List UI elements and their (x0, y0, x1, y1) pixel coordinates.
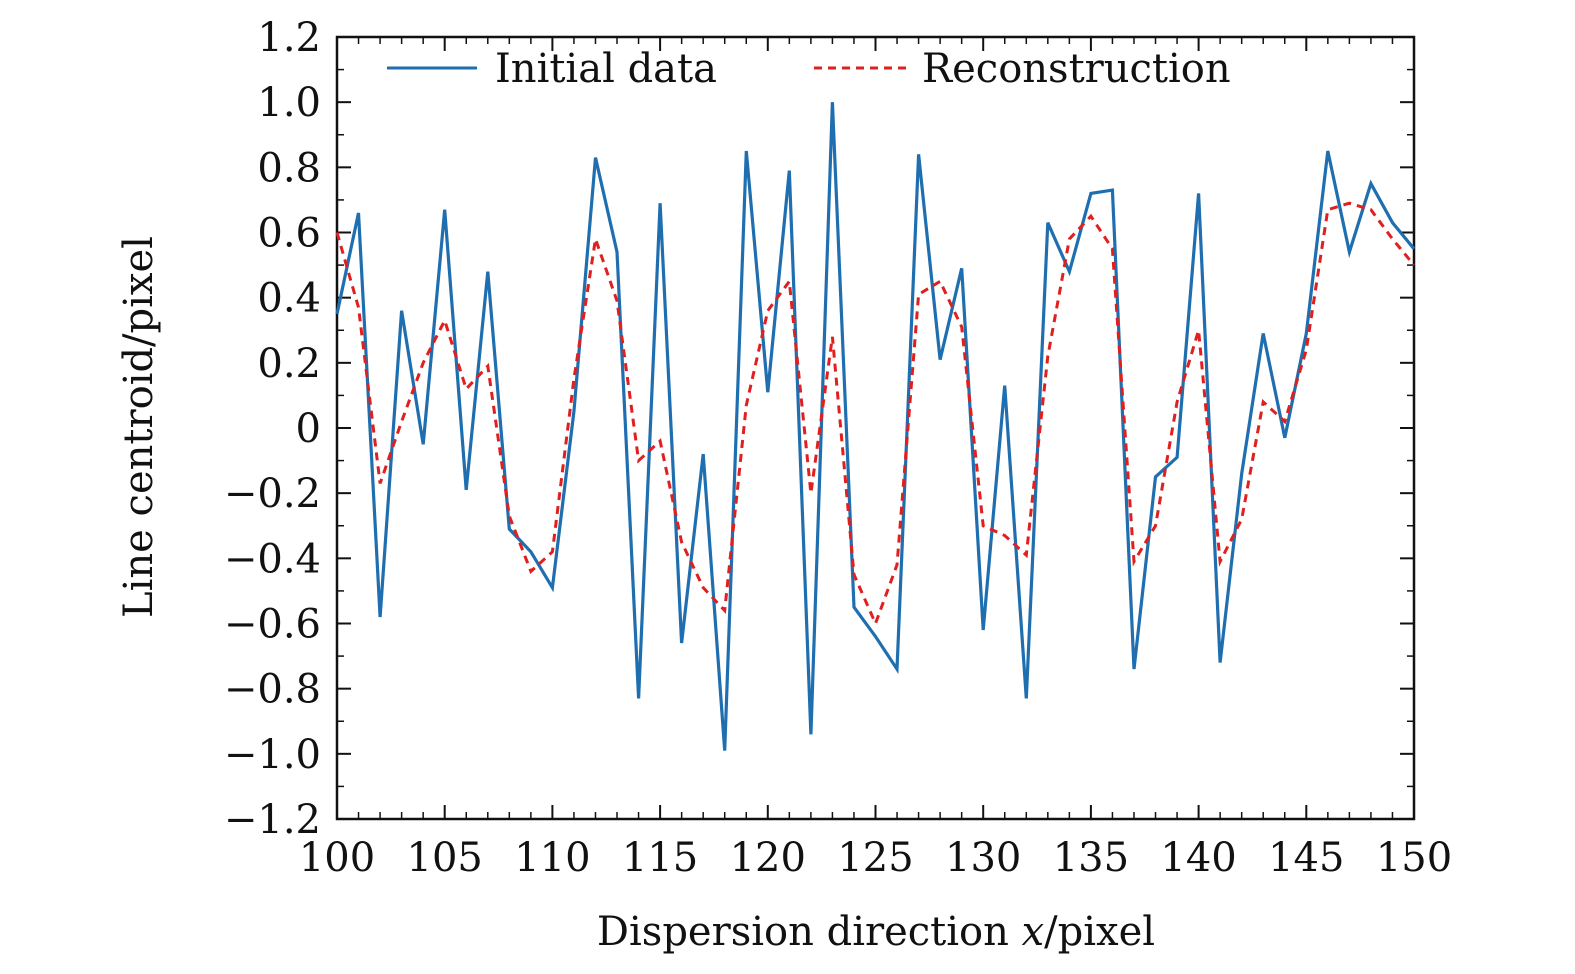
y-tick-label: 0.8 (257, 145, 321, 191)
legend-label-reconstruction: Reconstruction (922, 46, 1231, 92)
x-tick-label: 145 (1268, 835, 1344, 881)
x-tick-label: 135 (1053, 835, 1129, 881)
x-tick-label: 100 (299, 835, 375, 881)
x-axis-title-prefix: Dispersion direction (597, 909, 1022, 955)
series-reconstruction-line (335, 201, 1416, 628)
y-tick-label: 0.6 (257, 211, 321, 257)
series-initial-data-line (335, 102, 1416, 751)
legend-label-initial-data: Initial data (495, 46, 717, 92)
y-tick-label: 1.2 (257, 15, 321, 61)
x-axis: 100 105 110 115 120 125 130 135 140 145 150 (299, 37, 1452, 881)
y-tick-label: 0.2 (257, 341, 321, 387)
y-tick-label: −0.8 (224, 667, 321, 713)
y-tick-label: −1.0 (224, 732, 321, 778)
legend: Initial data Reconstruction (387, 46, 1231, 92)
x-axis-title: Dispersion direction x/pixel (597, 909, 1155, 955)
series-layer (335, 102, 1416, 751)
y-tick-label: −0.6 (224, 602, 321, 648)
y-tick-label: −0.4 (224, 536, 321, 582)
x-axis-title-suffix: /pixel (1044, 909, 1155, 955)
x-tick-label: 120 (730, 835, 806, 881)
x-tick-label: 140 (1160, 835, 1236, 881)
x-tick-label: 105 (407, 835, 483, 881)
y-tick-label: −1.2 (224, 797, 321, 843)
x-tick-label: 125 (837, 835, 913, 881)
y-tick-label: 0.4 (257, 276, 321, 322)
y-tick-label: −0.2 (224, 471, 321, 517)
y-axis: 1.2 1.0 0.8 0.6 0.4 0.2 0 −0.2 −0.4 −0.6 −0.8 −1.0 −… (224, 15, 1414, 843)
x-tick-label: 115 (622, 835, 698, 881)
plot-frame (335, 35, 1416, 821)
y-axis-title: Line centroid/pixel (116, 236, 162, 618)
x-tick-label: 130 (945, 835, 1021, 881)
y-tick-label: 0 (296, 406, 321, 452)
x-tick-label: 110 (514, 835, 590, 881)
x-tick-label: 150 (1376, 835, 1452, 881)
y-tick-label: 1.0 (257, 80, 321, 126)
x-axis-title-variable: x (1022, 909, 1045, 955)
